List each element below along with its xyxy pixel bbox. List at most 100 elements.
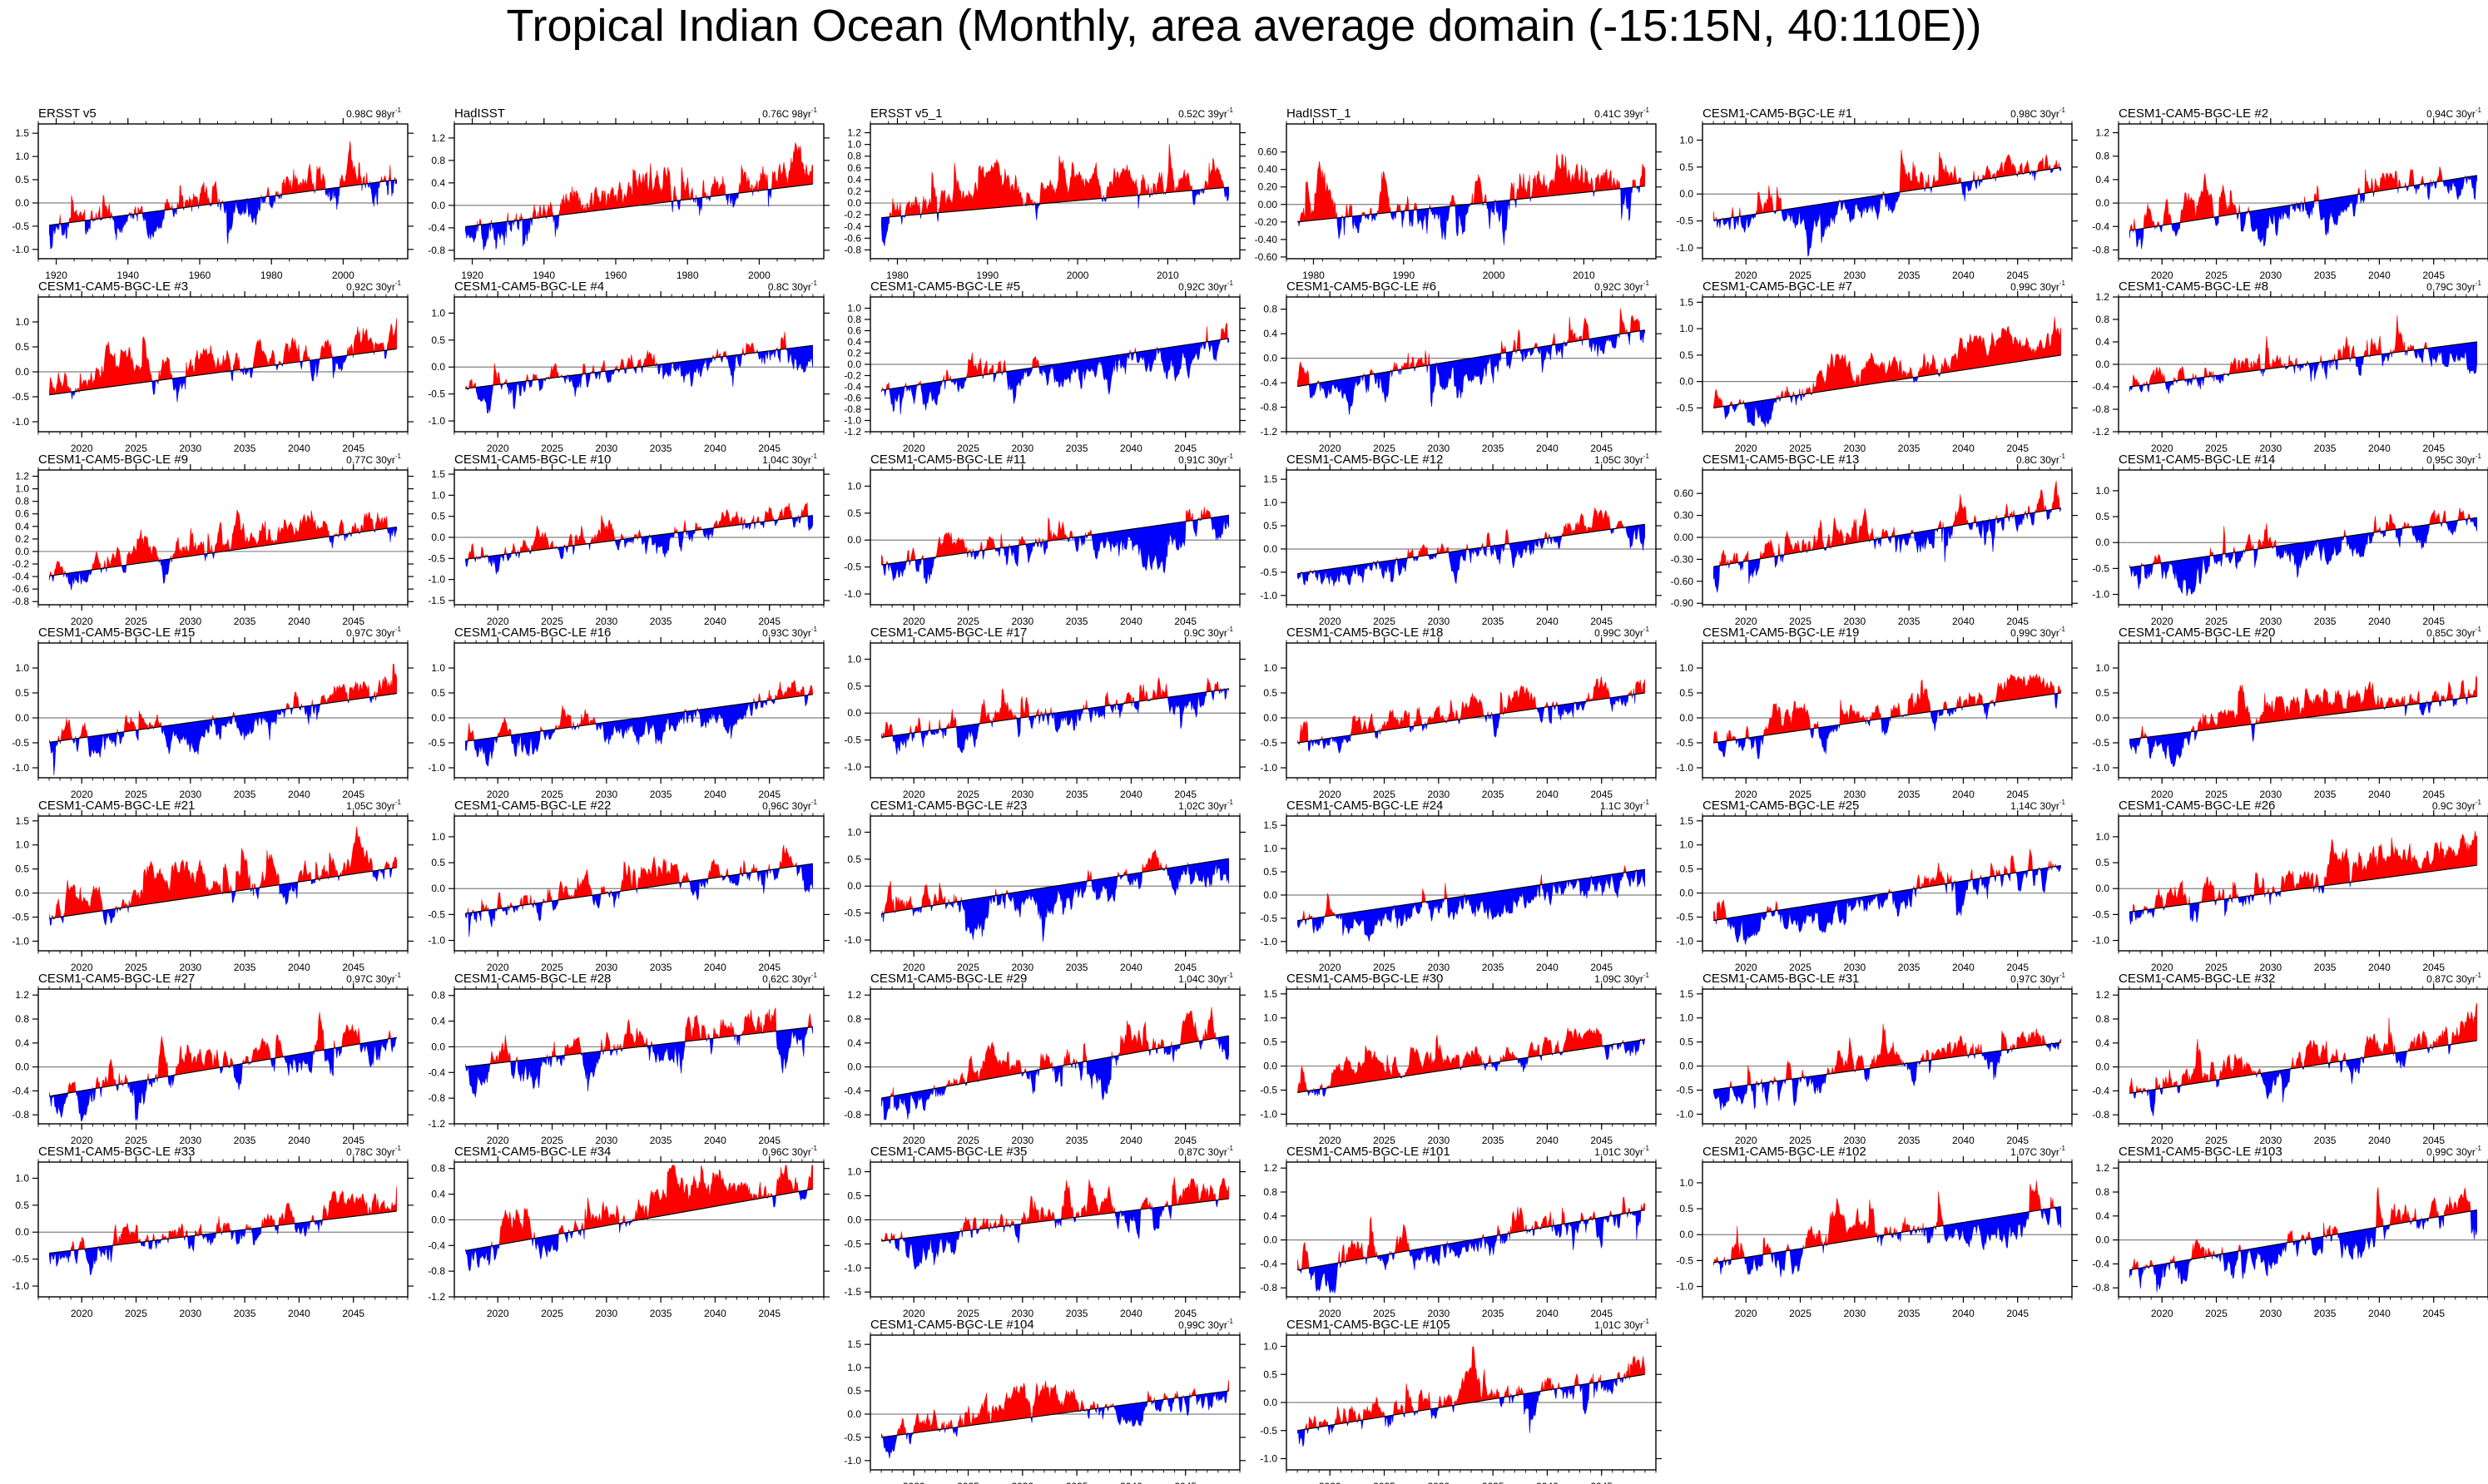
y-tick-label: 1.0 <box>15 316 29 328</box>
series-above-trend <box>1304 1346 1645 1430</box>
y-tick-label: -1.0 <box>1676 1281 1693 1293</box>
chart-panel: 2020 2025 2030 2035 2040 2045 -1.0 -0.5 0.0 0.5 1.… <box>832 788 1248 973</box>
series-above-trend <box>1297 676 1645 744</box>
trend-value: 0.52C 39yr <box>1178 108 1227 120</box>
x-tick-label: 2020 <box>1319 1308 1341 1319</box>
x-tick-label: 2045 <box>1590 443 1613 454</box>
chart-panel: 2020 2025 2030 2035 2040 2045 -1.0 -0.5 0.0 0.5 1.… <box>832 615 1248 800</box>
series-above-trend <box>467 680 813 742</box>
y-tick-label: -0.5 <box>1676 402 1693 413</box>
y-tick-label: 1.0 <box>431 662 445 674</box>
panel-title: CESM1-CAM5-BGC-LE #10 <box>454 453 611 467</box>
x-tick-label: 2020 <box>1735 616 1757 627</box>
y-tick-label: 0.4 <box>431 177 445 189</box>
x-tick-label: 2020 <box>903 789 925 800</box>
x-tick-label: 2025 <box>1789 1135 1811 1146</box>
x-tick-label: 2025 <box>125 1308 147 1319</box>
y-tick-label: 0.0 <box>431 883 445 894</box>
y-tick-label: -0.40 <box>1255 234 1278 245</box>
x-tick-label: 2030 <box>2259 616 2282 627</box>
x-tick-label: 2045 <box>758 1308 781 1319</box>
y-tick-label: -1.2 <box>428 1291 445 1303</box>
x-tick-label: 2040 <box>288 962 310 973</box>
y-tick-label: 0.8 <box>2095 151 2109 162</box>
y-tick-label: -0.4 <box>844 1085 861 1096</box>
series-above-trend <box>2132 830 2477 913</box>
chart-svg: 2020 2025 2030 2035 2040 2045 -1.0 -0.5 0.0 0.5 1.… <box>1260 799 1662 973</box>
y-tick-label: 0.40 <box>1258 164 1278 176</box>
series-above-trend <box>1713 150 2060 221</box>
y-tick-label: 0.0 <box>15 712 29 724</box>
x-tick-label: 2035 <box>2314 616 2337 627</box>
series-below-trend <box>2129 517 2477 596</box>
trend-line <box>1713 1205 2061 1264</box>
x-tick-label: 2040 <box>2368 1135 2391 1146</box>
x-tick-label: 2030 <box>179 789 201 800</box>
trend-label: 0.9C 30yr-1 <box>1184 626 1234 639</box>
x-tick-label: 2045 <box>1174 789 1197 800</box>
x-tick-label: 2020 <box>487 789 509 800</box>
y-tick-label: -1.0 <box>1260 1108 1277 1120</box>
x-tick-label: 2030 <box>2259 443 2282 454</box>
panel-title: HadISST_1 <box>1286 106 1351 121</box>
x-tick-label: 2025 <box>957 1481 979 1484</box>
trend-line <box>881 186 1229 219</box>
y-tick-label: 1.0 <box>15 662 29 674</box>
x-tick-label: 2040 <box>1536 1135 1559 1146</box>
x-tick-label: 2035 <box>1898 1308 1921 1319</box>
y-tick-label: -1.0 <box>2092 762 2109 774</box>
y-tick-label: 0.5 <box>1679 349 1693 361</box>
x-tick-label: 2030 <box>1427 616 1450 627</box>
y-tick-label: -0.5 <box>12 220 29 232</box>
x-tick-label: 2045 <box>1590 789 1613 800</box>
series-below-trend <box>1715 865 2061 945</box>
y-tick-label: 0.0 <box>1679 1229 1693 1240</box>
x-tick-label: 2025 <box>1789 962 1811 973</box>
y-tick-label: 0.0 <box>1679 1061 1693 1072</box>
plot-frame <box>37 642 409 779</box>
chart-svg: 2020 2025 2030 2035 2040 2045 -1.0 -0.5 0.0 0.5 1.… <box>1260 453 1662 627</box>
y-tick-label: 0.8 <box>847 151 861 162</box>
chart-svg: 2020 2025 2030 2035 2040 2045 -0.5 0.0 0.5 1.0 1.5… <box>1676 279 2078 454</box>
y-tick-label: -0.5 <box>1676 1085 1693 1096</box>
chart-panel: 2020 2025 2030 2035 2040 2045 -1.0 -0.5 0.0 0.5 1.… <box>0 788 416 973</box>
x-tick-label: 2040 <box>2368 270 2391 281</box>
chart-panel: 1920 1940 1960 1980 2000 -1.0 -0.5 0.0 0.5 1.0 1.5… <box>0 96 416 281</box>
x-tick-label: 2040 <box>288 443 310 454</box>
y-tick-label: 0.0 <box>431 361 445 373</box>
y-tick-label: -1.0 <box>428 935 445 947</box>
y-tick-label: 0.4 <box>431 1016 445 1027</box>
x-tick-label: 2045 <box>2006 962 2029 973</box>
y-tick-label: 0.5 <box>1679 161 1693 173</box>
y-tick-label: 0.8 <box>431 1163 445 1175</box>
series-below-trend <box>882 515 1229 584</box>
trend-value: 1.04C 30yr <box>762 454 811 466</box>
series-above-trend <box>49 663 397 743</box>
trend-line <box>881 338 1229 391</box>
x-tick-label: 2045 <box>1590 1135 1613 1146</box>
panel-title: CESM1-CAM5-BGC-LE #14 <box>2119 453 2275 467</box>
x-tick-label: 2020 <box>487 443 509 454</box>
trend-value: 0.97C 30yr <box>2010 973 2059 985</box>
y-tick-label: -0.6 <box>844 393 861 404</box>
x-tick-label: 2030 <box>1843 616 1866 627</box>
trend-value: 0.62C 30yr <box>762 973 811 985</box>
y-tick-label: -0.5 <box>1676 215 1693 227</box>
x-tick-label: 2025 <box>2205 270 2228 281</box>
x-tick-label: 2045 <box>2006 789 2029 800</box>
y-tick-label: -0.2 <box>844 209 861 220</box>
y-tick-label: -0.8 <box>2092 1282 2109 1294</box>
series-below-trend <box>881 186 1229 247</box>
trend-unit-exponent: -1 <box>811 1145 818 1152</box>
trend-label: 0.92C 30yr-1 <box>1178 279 1233 293</box>
y-tick-label: 0.0 <box>1263 543 1277 555</box>
trend-unit-exponent: -1 <box>1227 1145 1234 1152</box>
y-tick-label: 1.0 <box>431 831 445 843</box>
y-tick-label: 1.0 <box>1679 323 1693 334</box>
trend-label: 0.99C 30yr-1 <box>1178 1318 1233 1331</box>
series-below-trend <box>1717 693 2059 759</box>
y-tick-label: 1.2 <box>2095 291 2109 303</box>
y-tick-label: 0.5 <box>431 511 445 522</box>
trend-unit-exponent: -1 <box>395 1145 402 1152</box>
y-tick-label: -1.0 <box>12 416 29 428</box>
